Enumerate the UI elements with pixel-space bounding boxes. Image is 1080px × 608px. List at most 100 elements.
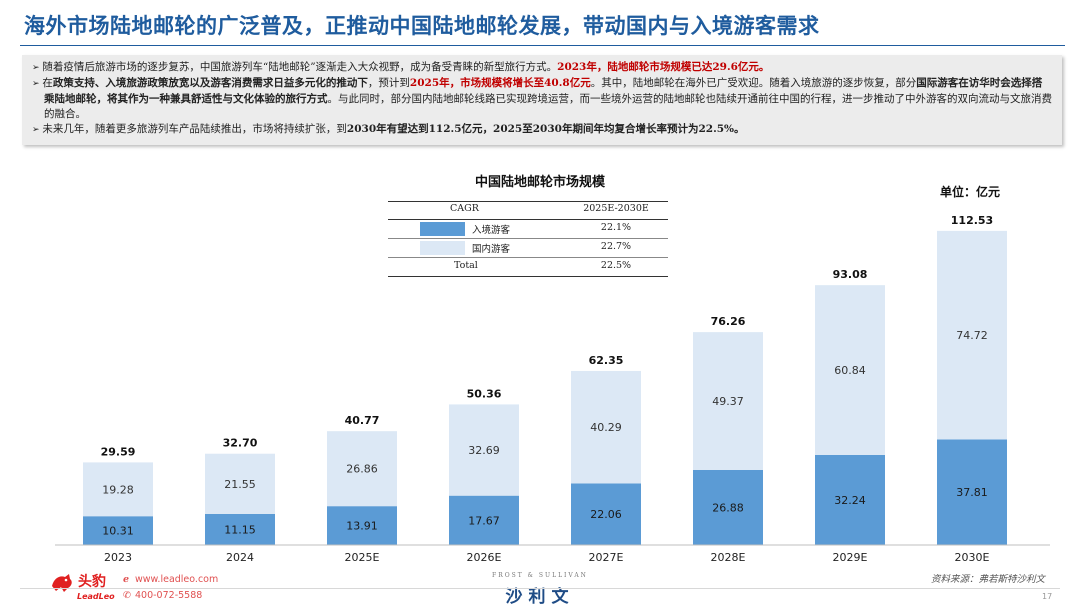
arrow-bullet-icon: ➢: [32, 63, 43, 73]
frost-sullivan-logo: FROST & SULLIVAN 沙利文: [470, 572, 610, 607]
table-rule: [388, 257, 668, 258]
partner-name-en: FROST & SULLIVAN: [492, 572, 588, 579]
summary-box: ➢ 随着疫情后旅游市场的逐步复苏，中国旅游列车“陆地邮轮”逐渐走入大众视野，成为…: [22, 55, 1062, 145]
summary-emphasis: 政策支持、入境旅游政策放宽以及游客消费需求日益多元化的推动下: [52, 77, 368, 89]
table-rule: [388, 201, 668, 202]
summary-text: 在: [42, 77, 53, 89]
bar-segment-inbound: [327, 506, 397, 545]
data-label-domestic: 49.37: [712, 395, 744, 408]
summary-bullet-1: ➢ 随着疫情后旅游市场的逐步复苏，中国旅游列车“陆地邮轮”逐渐走入大众视野，成为…: [30, 60, 1052, 76]
legend-swatch-domestic: [420, 241, 465, 255]
website-line: ℯ www.leadleo.com: [123, 572, 218, 588]
data-label-inbound: 11.15: [224, 523, 256, 536]
page-number: 17: [1042, 592, 1053, 601]
arrow-bullet-icon: ➢: [32, 125, 43, 135]
summary-bullet-3: ➢ 未来几年，随着更多旅游列车产品陆续推出，市场将持续扩张，到2030年有望达到…: [30, 122, 1052, 138]
data-label-total: 40.77: [345, 414, 380, 427]
summary-emphasis: 2030年有望达到112.5亿元，2025至2030年期间年均复合增长率预计为2…: [346, 123, 745, 135]
bar-segment-domestic: [327, 431, 397, 507]
arrow-bullet-icon: ➢: [32, 79, 43, 89]
title-divider: [20, 45, 1065, 46]
cagr-row-value: 22.7%: [600, 241, 632, 252]
cagr-row-label: 国内游客: [472, 244, 511, 255]
data-label-inbound: 37.81: [956, 486, 988, 499]
cagr-row-value: 22.5%: [600, 260, 632, 271]
brand-name-en: LeadLeo: [77, 592, 115, 601]
contact-info: ℯ www.leadleo.com ✆ 400-072-5588: [123, 572, 218, 604]
footer-divider: [20, 588, 1060, 589]
leopard-logo-icon: [52, 574, 72, 592]
brand-name: 头豹: [78, 574, 106, 590]
cagr-row-domestic: 国内游客 22.7%: [388, 239, 668, 257]
chart-unit: 单位：亿元: [939, 185, 1000, 199]
data-label-inbound: 26.88: [712, 501, 744, 514]
data-label-domestic: 26.86: [346, 463, 378, 476]
summary-highlight: 2023年，陆地邮轮市场规模已达29.6亿元。: [557, 61, 770, 73]
bar-segment-domestic: [937, 230, 1007, 440]
cagr-table: CAGR 2025E-2030E 入境游客 22.1% 国内游客 22.7% T…: [388, 201, 668, 277]
data-label-domestic: 60.84: [834, 364, 866, 377]
phone-line: ✆ 400-072-5588: [123, 588, 218, 604]
summary-bullet-2: ➢ 在政策支持、入境旅游政策放宽以及游客消费需求日益多元化的推动下，预计到202…: [30, 76, 1052, 122]
bar-segment-inbound: [693, 469, 763, 545]
x-tick-label: 2025E: [345, 551, 380, 564]
table-rule: [388, 238, 668, 239]
bar-segment-domestic: [83, 462, 153, 517]
table-rule: [388, 219, 668, 220]
cagr-row-label: Total: [454, 260, 478, 271]
cagr-row-inbound: 入境游客 22.1%: [388, 220, 668, 238]
leadleo-logo: 头豹 LeadLeo: [50, 570, 120, 604]
data-label-domestic: 21.55: [224, 478, 256, 491]
data-label-domestic: 40.29: [590, 421, 622, 434]
x-tick-label: 2026E: [467, 551, 502, 564]
bar-segment-domestic: [449, 404, 519, 496]
cagr-header-period: 2025E-2030E: [583, 203, 649, 214]
data-label-inbound: 13.91: [346, 520, 378, 533]
bar-segment-inbound: [449, 495, 519, 545]
source-note: 资料来源：弗若斯特沙利文: [930, 574, 1045, 585]
data-label-inbound: 22.06: [590, 508, 622, 521]
cagr-row-label: 入境游客: [472, 225, 511, 236]
x-tick-label: 2024: [226, 551, 254, 564]
data-label-domestic: 32.69: [468, 444, 500, 457]
cagr-row-value: 22.1%: [600, 222, 632, 233]
website-link[interactable]: www.leadleo.com: [135, 574, 219, 585]
summary-highlight: 2025年，市场规模将增长至40.8亿元: [409, 77, 591, 89]
bar-segment-domestic: [205, 453, 275, 514]
data-label-domestic: 74.72: [956, 329, 988, 342]
data-label-inbound: 32.24: [834, 494, 866, 507]
chart-title: 中国陆地邮轮市场规模: [474, 175, 605, 190]
cagr-row-total: Total 22.5%: [388, 258, 668, 276]
cagr-header-row: CAGR 2025E-2030E: [388, 201, 668, 219]
bar-segment-domestic: [693, 332, 763, 470]
bar-segment-inbound: [83, 516, 153, 545]
page-title: 海外市场陆地邮轮的广泛普及，正推动中国陆地邮轮发展，带动国内与入境游客需求: [24, 14, 820, 38]
bar-segment-domestic: [571, 370, 641, 484]
bar-segment-inbound: [571, 483, 641, 545]
x-tick-label: 2023: [104, 551, 132, 564]
data-label-inbound: 17.67: [468, 514, 500, 527]
phone-number: 400-072-5588: [135, 590, 203, 601]
summary-emphasis: 国际游客在访华时会选择搭乘陆地邮轮，将其作为一种兼具舒适性与文化体验的旅行方式: [44, 77, 1043, 105]
bar-segment-inbound: [205, 513, 275, 545]
summary-text: 随着疫情后旅游市场的逐步复苏，中国旅游列车“陆地邮轮”逐渐走入大众视野，成为备受…: [42, 61, 558, 73]
x-tick-label: 2029E: [833, 551, 868, 564]
x-tick-label: 2028E: [711, 551, 746, 564]
x-tick-label: 2027E: [589, 551, 624, 564]
summary-text: 未来几年，随着更多旅游列车产品陆续推出，市场将持续扩张，到: [42, 123, 347, 135]
data-label-total: 76.26: [711, 315, 746, 328]
bar-segment-inbound: [815, 454, 885, 545]
summary-text: ，预计到: [367, 77, 410, 89]
data-label-total: 112.53: [951, 214, 993, 227]
data-label-total: 29.59: [101, 445, 136, 458]
bar-segment-inbound: [937, 439, 1007, 545]
data-label-total: 50.36: [467, 387, 502, 400]
legend-swatch-inbound: [420, 222, 465, 236]
data-label-total: 62.35: [589, 354, 624, 367]
phone-icon: ✆: [123, 590, 131, 601]
data-label-domestic: 19.28: [102, 483, 134, 496]
data-label-inbound: 10.31: [102, 525, 134, 538]
x-tick-label: 2030E: [955, 551, 990, 564]
bar-segment-domestic: [815, 285, 885, 455]
